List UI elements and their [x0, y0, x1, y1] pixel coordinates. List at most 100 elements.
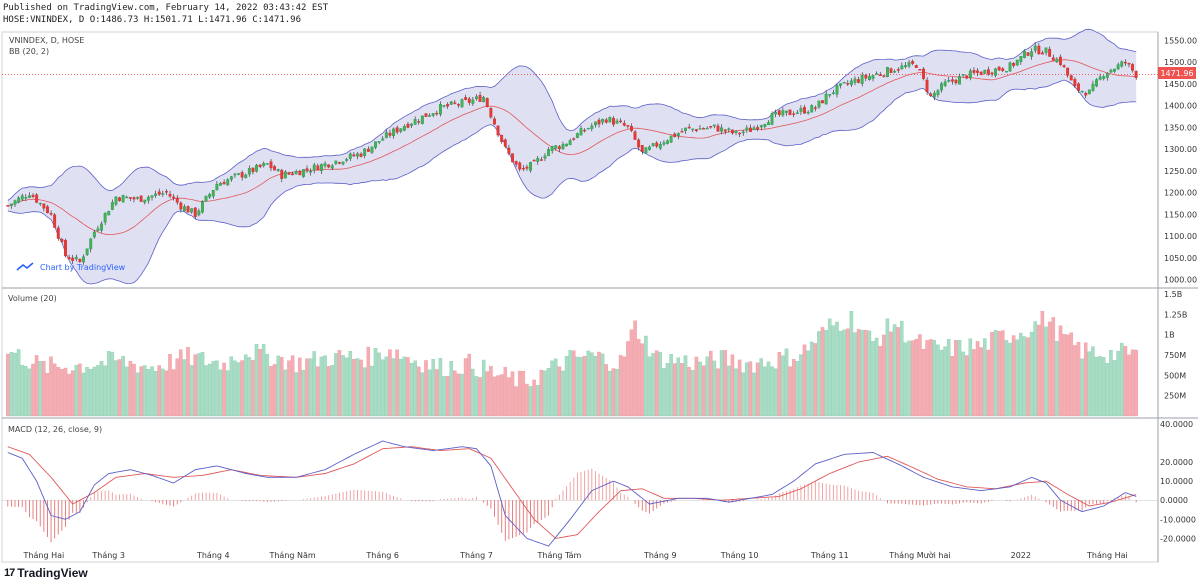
candle	[658, 141, 662, 151]
candle	[157, 188, 161, 196]
candle	[986, 66, 990, 76]
volume-bar	[878, 346, 882, 417]
volume-bar	[377, 352, 381, 417]
watermark[interactable]: Chart by TradingView	[16, 262, 126, 272]
candle	[547, 147, 550, 157]
volume-bar	[586, 350, 590, 417]
volume-bar	[435, 369, 439, 417]
candle	[431, 113, 435, 118]
candle	[810, 104, 814, 113]
candle	[824, 90, 828, 105]
volume-bar	[820, 327, 825, 417]
volume-bar	[247, 357, 252, 417]
volume-bar	[499, 374, 504, 417]
candle	[781, 107, 785, 118]
candle	[648, 145, 651, 151]
volume-bar	[799, 354, 803, 417]
volume-bar	[6, 353, 10, 417]
volume-bar	[889, 331, 893, 417]
candle	[312, 162, 316, 174]
volume-bar	[471, 368, 475, 417]
candle	[200, 200, 204, 214]
candle	[1051, 54, 1055, 61]
volume-bar	[950, 356, 955, 417]
volume-bar	[968, 338, 973, 417]
candle	[366, 146, 370, 152]
candle	[759, 124, 763, 131]
volume-bar	[824, 330, 828, 417]
volume-bar	[608, 370, 612, 417]
candle	[215, 181, 219, 191]
candle	[745, 125, 749, 133]
volume-bar	[817, 331, 821, 417]
volume-bar	[972, 349, 976, 417]
candle	[651, 143, 655, 147]
volume-bar	[1087, 351, 1092, 417]
volume-bar	[907, 340, 911, 417]
candle	[287, 171, 291, 175]
time-tick-label: Tháng Tám	[536, 551, 581, 560]
candle	[413, 116, 417, 125]
candle	[741, 129, 745, 136]
volume-bar	[557, 366, 562, 417]
volume-bar	[928, 339, 933, 417]
candle	[709, 125, 713, 129]
volume-bar	[366, 346, 371, 417]
candle	[550, 145, 554, 154]
candle	[886, 66, 889, 78]
candle	[410, 123, 413, 129]
candle	[273, 164, 276, 171]
volume-bar	[1015, 339, 1019, 417]
candle	[803, 104, 806, 114]
candle	[907, 59, 911, 69]
volume-bar	[489, 366, 493, 417]
candle	[821, 100, 824, 104]
price-pane-title: VNINDEX, D, HOSE	[9, 36, 84, 45]
candle	[622, 120, 626, 127]
volume-bar	[788, 366, 792, 417]
candle	[503, 138, 507, 149]
candle	[900, 62, 904, 70]
volume-bar	[492, 376, 497, 417]
volume-bar	[9, 351, 14, 417]
candle	[100, 221, 104, 233]
candle	[233, 172, 237, 178]
volume-bar	[629, 329, 634, 417]
candle	[756, 124, 760, 132]
volume-bar	[575, 356, 580, 417]
volume-bar	[618, 355, 623, 417]
candle	[179, 201, 183, 213]
candle	[247, 165, 251, 177]
volume-bar	[871, 341, 875, 417]
price-tick-label: 1450.00	[1164, 80, 1197, 89]
candle	[384, 129, 388, 139]
volume-bar	[550, 360, 554, 417]
volume-bar	[179, 349, 183, 417]
volume-bar	[521, 370, 526, 417]
volume-bar	[730, 354, 735, 417]
volume-bar	[1123, 346, 1128, 417]
candle	[103, 212, 107, 226]
volume-bar	[132, 363, 136, 417]
volume-bar	[712, 360, 717, 417]
candle	[1113, 68, 1117, 74]
price-tick-label: 1550.00	[1164, 37, 1197, 46]
candle	[442, 104, 446, 108]
volume-bar	[1073, 345, 1077, 417]
tradingview-brand[interactable]: 17 TradingView	[4, 566, 88, 580]
price-tick-label: 1350.00	[1164, 123, 1197, 132]
volume-bar	[914, 338, 919, 417]
volume-bar	[983, 338, 987, 417]
volume-bar	[579, 356, 583, 417]
volume-bar	[406, 357, 410, 417]
volume-title: Volume (20)	[8, 294, 57, 303]
volume-bar	[752, 372, 756, 417]
volume-bar	[622, 356, 627, 417]
time-tick-label: Tháng 7	[459, 551, 493, 560]
candle	[24, 194, 28, 201]
volume-bar	[1134, 349, 1138, 417]
volume-bar	[283, 369, 288, 417]
candle	[46, 204, 49, 214]
candle	[406, 121, 410, 129]
